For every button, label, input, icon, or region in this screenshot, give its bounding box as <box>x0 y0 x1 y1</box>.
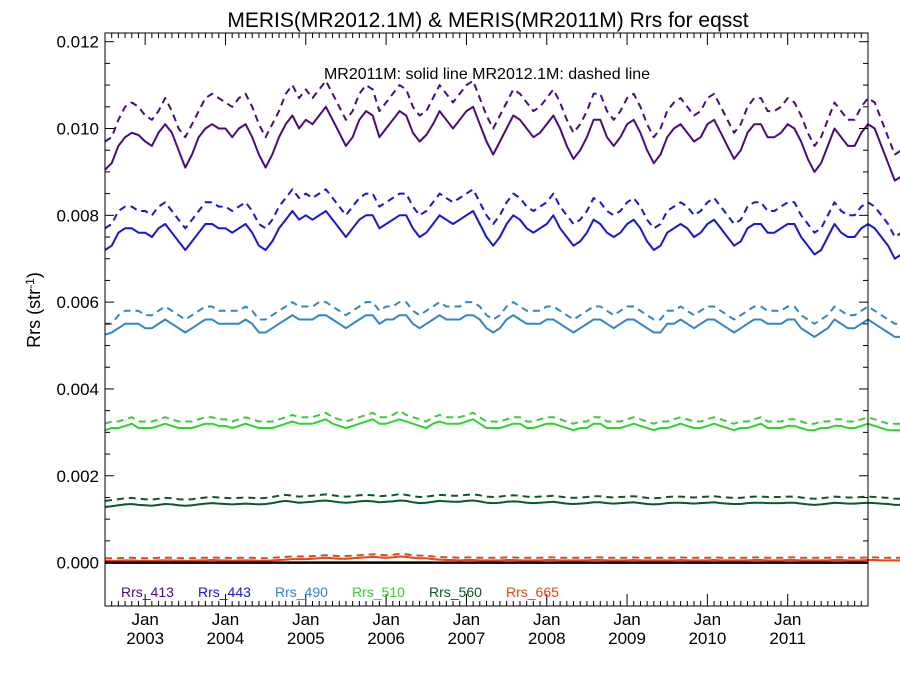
y-tick-label: 0.012 <box>56 33 99 52</box>
y-axis-label: Rrs (str-1) <box>23 272 44 348</box>
x-tick-year-label: 2008 <box>528 629 566 648</box>
x-tick-month-label: Jan <box>694 610 721 629</box>
y-tick-label: 0.008 <box>56 206 99 225</box>
x-tick-month-label: Jan <box>613 610 640 629</box>
y-axis: 0.000 0.002 0.004 0.006 0.008 0.010 0.012 <box>56 33 868 573</box>
series-line-rrs-413-solid <box>104 105 900 182</box>
legend-item-rrs-560: Rrs_560 <box>429 584 482 600</box>
series-line-rrs-443-dashed <box>104 188 900 238</box>
series-line-rrs-510-solid <box>104 418 900 432</box>
legend-item-rrs-665: Rrs_665 <box>506 584 559 600</box>
chart-title: MERIS(MR2012.1M) & MERIS(MR2011M) Rrs fo… <box>227 9 748 32</box>
series-line-rrs-490-dashed <box>105 301 900 325</box>
x-tick-month-label: Jan <box>453 610 480 629</box>
series-line-rrs-490-solid <box>104 314 900 338</box>
x-tick-year-label: 2011 <box>769 629 806 648</box>
x-tick-month-label: Jan <box>372 610 399 629</box>
x-tick-year-label: 2005 <box>287 629 325 648</box>
x-tick-year-label: 2006 <box>367 629 405 648</box>
x-tick-month-label: Jan <box>292 610 319 629</box>
x-tick-year-label: 2009 <box>608 629 646 648</box>
x-tick-year-label: 2003 <box>126 629 164 648</box>
x-axis: Jan2003Jan2004Jan2005Jan2006Jan2007Jan20… <box>111 33 862 648</box>
series-line-rrs-443-solid <box>104 210 900 260</box>
series-layer <box>104 79 900 562</box>
legend-item-rrs-443: Rrs_443 <box>198 584 251 600</box>
x-tick-month-label: Jan <box>533 610 560 629</box>
y-tick-label: 0.004 <box>56 380 99 399</box>
y-tick-label: 0.006 <box>56 293 99 312</box>
x-tick-month-label: Jan <box>212 610 239 629</box>
x-tick-year-label: 2010 <box>688 629 726 648</box>
x-tick-year-label: 2007 <box>448 629 486 648</box>
series-line-rrs-665-dashed <box>105 552 900 560</box>
legend: Rrs_413 Rrs_443 Rrs_490 Rrs_510 Rrs_560 Rrs_6… <box>121 584 559 600</box>
series-line-rrs-665-solid <box>105 555 900 562</box>
x-tick-month-label: Jan <box>131 610 158 629</box>
series-line-rrs-560-dashed <box>104 493 900 502</box>
legend-item-rrs-413: Rrs_413 <box>121 584 174 600</box>
legend-item-rrs-510: Rrs_510 <box>352 584 405 600</box>
x-tick-year-label: 2004 <box>207 629 245 648</box>
y-tick-label: 0.010 <box>56 120 99 139</box>
y-tick-label: 0.000 <box>56 554 99 573</box>
series-line-rrs-413-dashed <box>104 79 900 156</box>
line-style-annotation: MR2011M: solid line MR2012.1M: dashed li… <box>324 66 650 83</box>
legend-item-rrs-490: Rrs_490 <box>275 584 328 600</box>
series-line-rrs-560-solid <box>104 499 900 508</box>
y-tick-label: 0.002 <box>56 467 99 486</box>
x-tick-month-label: Jan <box>774 610 801 629</box>
